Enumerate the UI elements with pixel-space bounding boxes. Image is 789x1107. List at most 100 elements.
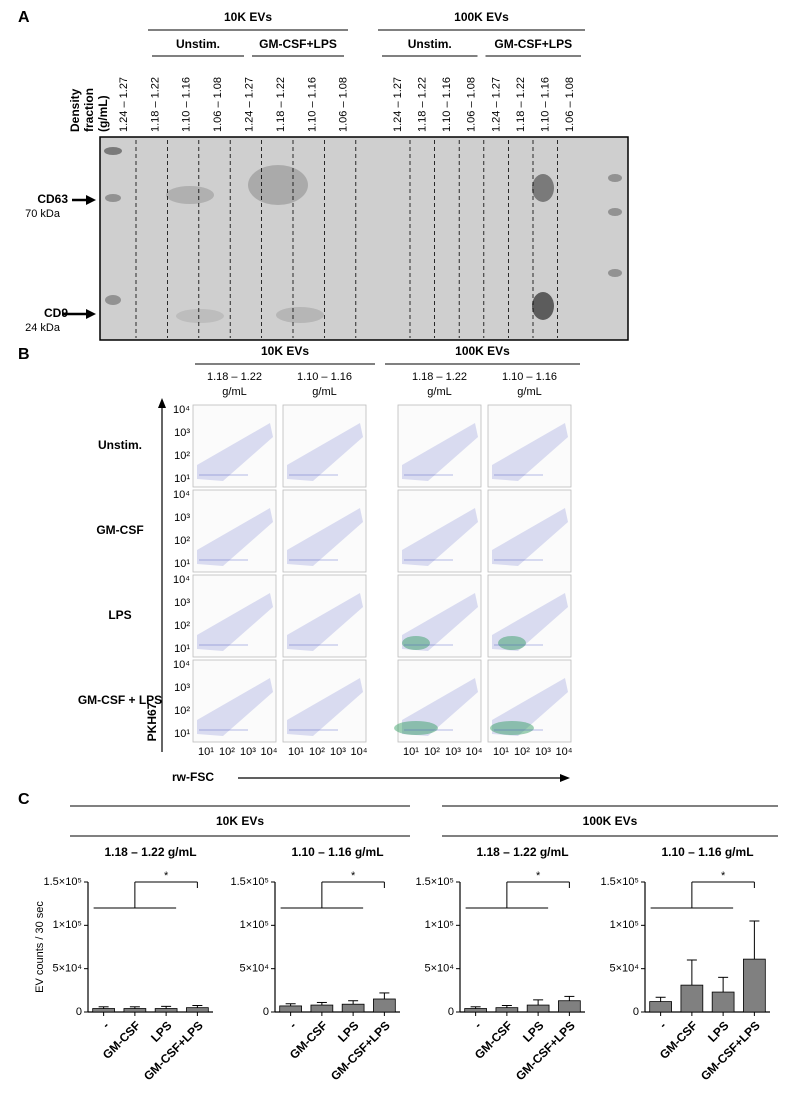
y-tick-label: 0: [448, 1006, 454, 1018]
bar: [649, 1001, 672, 1013]
flow-plot: [397, 404, 482, 488]
flow-plot: [487, 489, 572, 573]
y-tick-label: 10¹: [174, 473, 190, 485]
flow-plot: [282, 489, 367, 573]
y-tick-label: 0: [263, 1006, 269, 1018]
y-tick-label: 10¹: [174, 643, 190, 655]
x-tick-label: 10³: [240, 746, 256, 758]
bar: [743, 958, 766, 1013]
event-density: [490, 721, 534, 735]
x-tick-label: 10⁴: [466, 746, 483, 758]
x-tick-label: 10³: [445, 746, 461, 758]
panel-letter: C: [18, 791, 30, 808]
event-density: [394, 721, 438, 735]
bar: [558, 1000, 581, 1013]
lane-label: 1.18 – 1.22: [515, 77, 527, 132]
x-tick-label: -: [656, 1018, 669, 1031]
x-tick-label: 10²: [309, 746, 325, 758]
flow-plot: [487, 404, 572, 488]
y-tick-label: 10⁴: [173, 574, 190, 586]
significance-label: *: [164, 870, 169, 882]
bar: [92, 1008, 115, 1013]
y-tick-label: 10⁴: [173, 404, 190, 416]
x-tick-label: LPS: [335, 1018, 361, 1044]
marker-size: 70 kDa: [25, 208, 61, 220]
x-tick-label: 10²: [424, 746, 440, 758]
group-title: 10K EVs: [216, 814, 264, 828]
event-cloud: [287, 593, 363, 651]
lane-label: 1.24 – 1.27: [244, 77, 256, 132]
y-tick-label: 1×10⁵: [53, 919, 82, 931]
event-cloud: [287, 508, 363, 566]
x-tick-label: 10²: [514, 746, 530, 758]
event-cloud: [197, 678, 273, 736]
flow-plot: [192, 574, 277, 658]
event-cloud: [402, 593, 478, 651]
significance-label: *: [351, 870, 356, 882]
y-tick-label: 1.5×10⁵: [43, 876, 82, 888]
row-label: GM-CSF + LPS: [78, 693, 162, 707]
marker-arrows: [62, 195, 96, 319]
lane-label: 1.18 – 1.22: [275, 77, 287, 132]
bar: [341, 1003, 365, 1013]
x-tick-label: -: [99, 1018, 112, 1031]
bar: [123, 1008, 147, 1013]
event-cloud: [492, 423, 568, 481]
y-tick-label: 5×10⁴: [609, 963, 639, 975]
x-tick-label: 10²: [219, 746, 235, 758]
fraction-label: fraction: [82, 88, 96, 132]
lane-label: 1.06 – 1.08: [564, 77, 576, 132]
event-density: [402, 636, 430, 650]
y-tick-label: 10⁴: [173, 659, 190, 671]
x-axis-label: rw-FSC: [172, 770, 214, 784]
marker-size: 24 kDa: [25, 322, 61, 334]
flow-plot: [192, 404, 277, 488]
column-unit: g/mL: [427, 386, 451, 398]
flow-plot: [397, 489, 482, 573]
x-tick-label: 10¹: [288, 746, 304, 758]
blot-bands: [104, 147, 622, 323]
flow-plot: [192, 659, 277, 743]
chart-title: 1.10 – 1.16 g/mL: [291, 845, 383, 859]
bar: [464, 1008, 487, 1013]
y-tick-label: 0: [633, 1006, 639, 1018]
y-tick-label: 1×10⁵: [425, 919, 454, 931]
x-tick-label: LPS: [520, 1018, 546, 1044]
lane-label: 1.24 – 1.27: [490, 77, 502, 132]
group-title: 100K EVs: [583, 814, 638, 828]
flow-plot: [282, 659, 367, 743]
flow-plot: [282, 404, 367, 488]
x-tick-label: -: [471, 1018, 484, 1031]
flow-plot: [397, 659, 482, 743]
flow-plot: [487, 659, 572, 743]
bar: [373, 998, 396, 1013]
flow-plot: [282, 574, 367, 658]
y-axis-label: EV counts / 30 sec: [34, 901, 46, 993]
y-tick-label: 1×10⁵: [240, 919, 269, 931]
y-tick-label: 5×10⁴: [424, 963, 454, 975]
y-tick-label: 10³: [174, 427, 190, 439]
bar: [154, 1008, 178, 1013]
bar: [526, 1004, 550, 1013]
column-range: 1.10 – 1.16: [502, 371, 557, 383]
event-cloud: [492, 593, 568, 651]
lane-label: 1.10 – 1.16: [181, 77, 193, 132]
condition-title: GM-CSF+LPS: [494, 37, 572, 51]
bar: [279, 1005, 302, 1013]
x-tick-label: LPS: [705, 1018, 731, 1044]
condition-title: Unstim.: [408, 37, 452, 51]
marker-name: CD9: [44, 306, 68, 320]
lane-label: 1.06 – 1.08: [466, 77, 478, 132]
row-label: LPS: [108, 608, 131, 622]
lane-label: 1.18 – 1.22: [149, 77, 161, 132]
lane-label: 1.10 – 1.16: [441, 77, 453, 132]
fraction-label: Density: [68, 88, 82, 132]
row-label: GM-CSF: [96, 523, 143, 537]
x-tick-label: 10¹: [403, 746, 419, 758]
event-cloud: [287, 423, 363, 481]
x-tick-label: 10⁴: [556, 746, 573, 758]
event-cloud: [402, 508, 478, 566]
column-range: 1.18 – 1.22: [207, 371, 262, 383]
flow-plot: [487, 574, 572, 658]
marker-name: CD63: [37, 192, 68, 206]
